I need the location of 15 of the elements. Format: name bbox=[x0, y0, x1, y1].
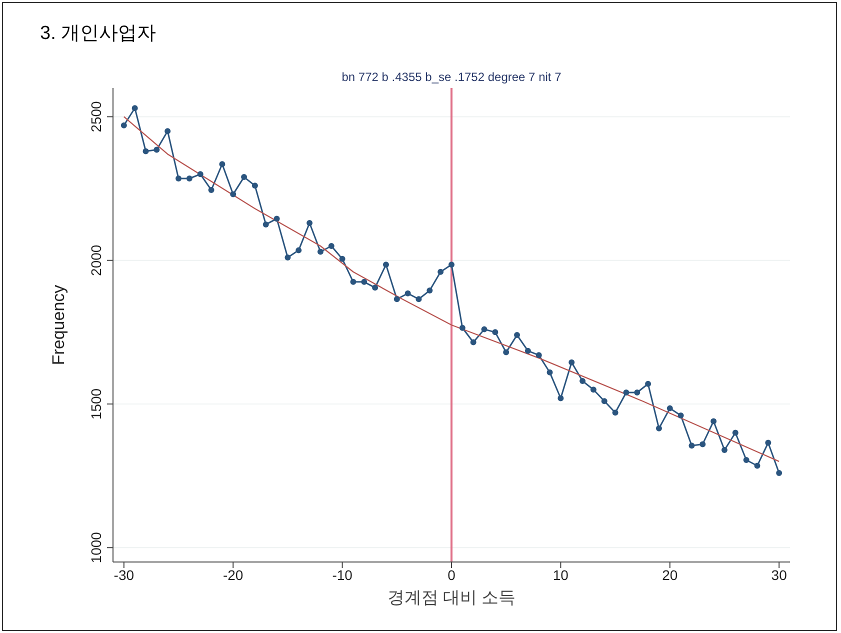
x-axis-title: 경계점 대비 소득 bbox=[387, 588, 516, 607]
x-tick-label: 10 bbox=[552, 566, 569, 583]
y-tick-label: 2500 bbox=[88, 100, 104, 132]
chart-title: 3. 개인사업자 bbox=[40, 22, 156, 46]
x-tick-label: -30 bbox=[114, 566, 134, 583]
y-tick-label: 2000 bbox=[88, 244, 104, 276]
y-tick-label: 1500 bbox=[88, 388, 104, 420]
y-axis-title: Frequency bbox=[49, 284, 68, 366]
text: bn 772 b .4355 b_se .1752 degree 7 nit 7 bbox=[342, 70, 562, 84]
x-tick-label: 20 bbox=[662, 566, 678, 583]
x-tick-label: -10 bbox=[332, 566, 353, 583]
x-tick-label: -20 bbox=[222, 566, 244, 583]
y-tick-label: 1000 bbox=[88, 532, 104, 564]
x-tick-label: 0 bbox=[448, 566, 456, 583]
x-tick-label: 30 bbox=[771, 566, 788, 583]
